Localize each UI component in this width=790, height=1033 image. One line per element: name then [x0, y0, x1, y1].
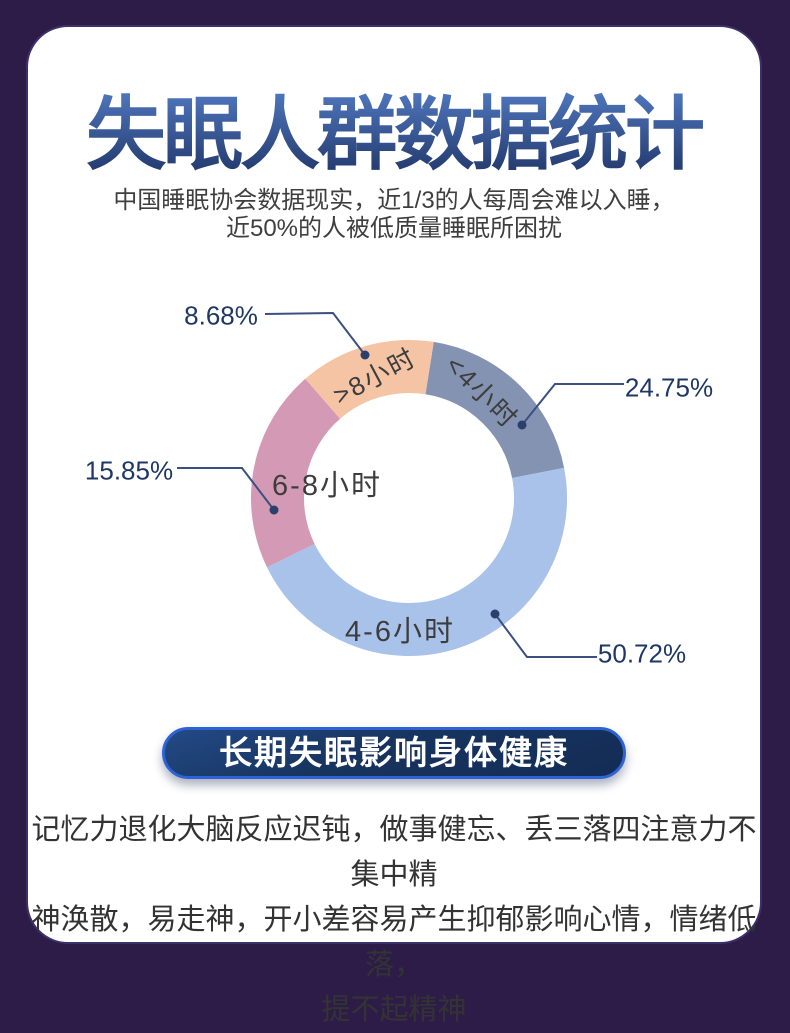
callout-value-4to6h: 50.72% — [597, 638, 687, 669]
subtitle-line-1: 中国睡眠协会数据现实，近1/3的人每周会难以入睡， — [113, 187, 675, 214]
banner-pill-label: 长期失眠影响身体健康 — [219, 734, 569, 771]
donut-segment-6to8h — [251, 378, 341, 568]
leader-line-lt4h — [521, 383, 624, 426]
leader-line-6to8h — [177, 467, 275, 511]
segment-label-6to8h: 6-8小时 — [272, 470, 382, 502]
donut-chart — [177, 311, 624, 658]
subtitle-line-2: 近50%的人被低质量睡眠所困扰 — [225, 215, 563, 242]
segment-label-4to6h: 4-6小时 — [345, 616, 455, 648]
donut-segment-gt8h — [305, 340, 434, 420]
callout-value-gt8h: 8.68% — [184, 300, 258, 331]
leader-line-gt8h — [264, 311, 366, 356]
banner-pill: 长期失眠影响身体健康 — [162, 727, 626, 779]
infographic-card: 失眠人群数据统计 中国睡眠协会数据现实，近1/3的人每周会难以入睡， 近50%的… — [26, 25, 762, 1026]
body-text-line-1: 记忆力退化大脑反应迟钝，做事健忘、丢三落四注意力不集中精 — [31, 814, 757, 891]
leader-dot-6to8h — [269, 505, 279, 515]
subtitle: 中国睡眠协会数据现实，近1/3的人每周会难以入睡， 近50%的人被低质量睡眠所困… — [28, 187, 760, 243]
body-text-line-2: 神涣散，易走神，开小差容易产生抑郁影响心情，情绪低落， — [31, 904, 757, 981]
callout-value-lt4h: 24.75% — [624, 372, 714, 403]
donut-segment-lt4h — [424, 341, 565, 479]
leader-dot-lt4h — [517, 420, 527, 430]
page-title: 失眠人群数据统计 — [28, 91, 760, 179]
callout-value-6to8h: 15.85% — [84, 455, 174, 486]
body-text: 记忆力退化大脑反应迟钝，做事健忘、丢三落四注意力不集中精 神涣散，易走神，开小差… — [28, 808, 760, 1033]
leader-dot-4to6h — [490, 609, 500, 619]
leader-dot-gt8h — [360, 350, 370, 360]
donut-segment-4to6h — [266, 467, 567, 656]
donut-arcs — [251, 340, 567, 656]
body-text-line-3: 提不起精神 — [321, 994, 467, 1026]
leader-line-4to6h — [494, 613, 597, 658]
